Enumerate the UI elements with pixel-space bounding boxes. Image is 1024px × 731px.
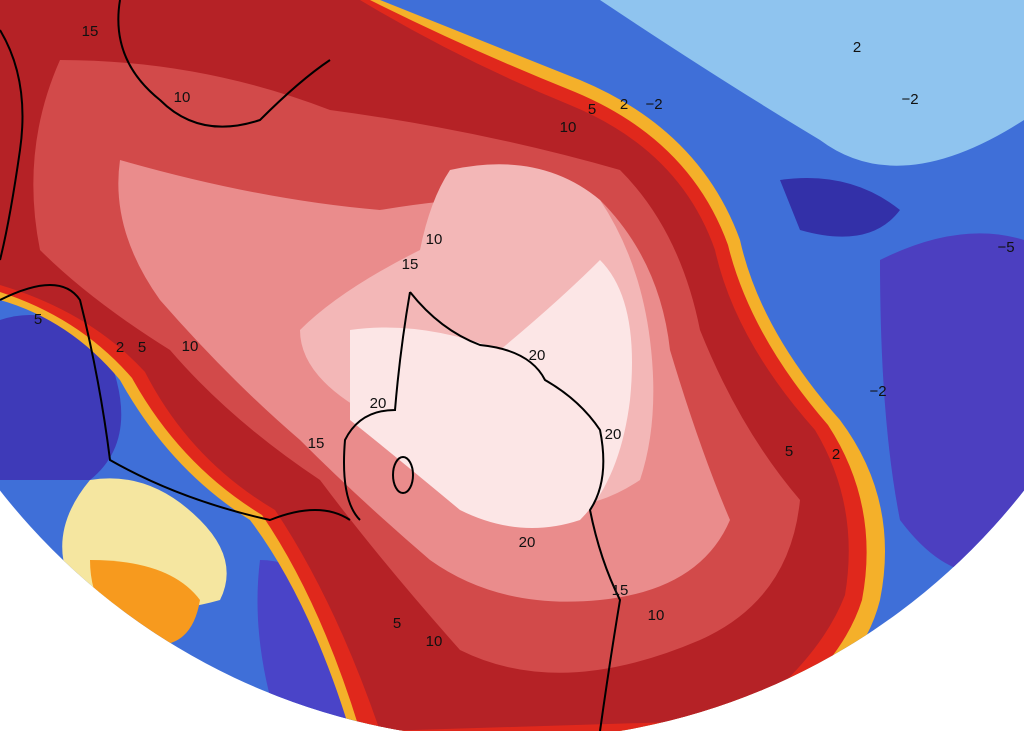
contour-label: 2 — [853, 39, 861, 56]
contour-label: 5 — [393, 615, 401, 632]
contour-label: 20 — [605, 426, 622, 443]
contour-label: 20 — [519, 534, 536, 551]
contour-label: 10 — [182, 338, 199, 355]
contour-label: 15 — [612, 582, 629, 599]
contour-label: 5 — [785, 443, 793, 460]
contour-label: 10 — [174, 89, 191, 106]
coastlines — [0, 0, 622, 731]
contour-label: 5 — [138, 339, 146, 356]
contour-label: 5 — [588, 101, 596, 118]
contour-label: −2 — [645, 96, 662, 113]
contour-label: 5 — [34, 311, 42, 328]
contour-label: 10 — [560, 119, 577, 136]
contour-label: 10 — [648, 607, 665, 624]
contour-label: 15 — [308, 435, 325, 452]
contour-label: 10 — [426, 231, 443, 248]
contour-label: 10 — [426, 633, 443, 650]
contour-label: 20 — [370, 395, 387, 412]
contour-label: 20 — [529, 347, 546, 364]
contour-label: 2 — [620, 96, 628, 113]
contour-label: −2 — [901, 91, 918, 108]
contour-label: −2 — [869, 383, 886, 400]
contour-label: 15 — [82, 23, 99, 40]
contour-label: 15 — [402, 256, 419, 273]
contour-label: −5 — [997, 239, 1014, 256]
contour-label: 2 — [116, 339, 124, 356]
contour-label: 2 — [832, 446, 840, 463]
